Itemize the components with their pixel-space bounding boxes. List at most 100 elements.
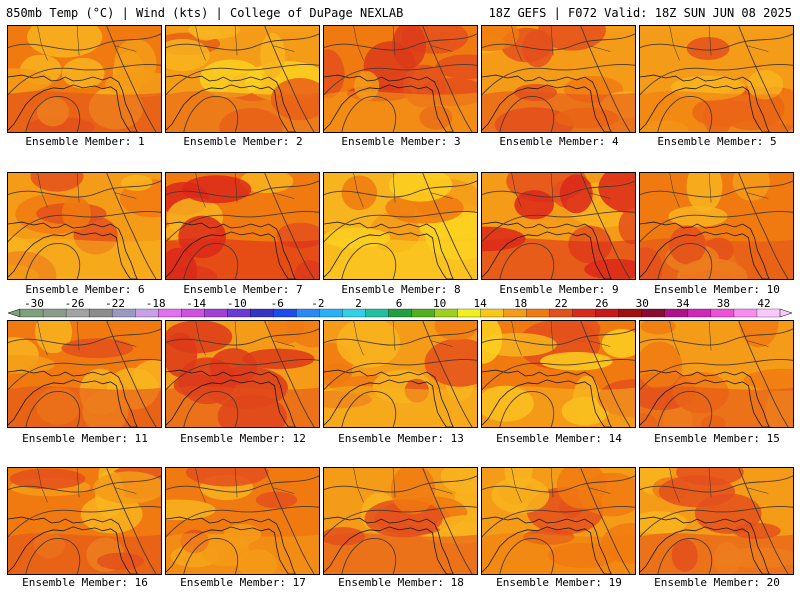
colorbar-swatch [526,308,551,318]
coastline [166,74,296,132]
ensemble-member-label: Ensemble Member: 10 [654,283,780,296]
colorbar-swatch [756,308,781,318]
colorbar-swatch [181,308,205,318]
height-contour [341,96,397,132]
colorbar-tick-label: -26 [65,297,85,310]
ensemble-member-label: Ensemble Member: 16 [22,576,148,589]
temperature-field [640,26,793,132]
temperature-field [324,173,477,279]
coastline [640,369,770,427]
height-contour [580,173,631,279]
coastline [324,516,454,574]
height-contour [264,26,315,132]
ensemble-member-label: Ensemble Member: 3 [341,135,461,148]
height-contour [499,243,555,279]
height-contour [341,391,397,427]
temperature-field [166,321,319,427]
model-run-info: 18Z GEFS | F072 Valid: 18Z SUN JUN 08 20… [488,6,792,20]
height-contour [25,391,81,427]
height-contour [166,33,319,51]
height-contour [482,180,635,198]
colorbar-swatch [710,308,735,318]
map-title: 850mb Temp (°C) | Wind (kts) | College o… [6,6,404,20]
colorbar-tick-label: 14 [473,297,487,310]
colorbar-tick-label: 26 [595,297,608,310]
temperature-field [166,26,319,132]
ensemble-member-map-15 [639,320,794,428]
coastline [8,516,138,574]
height-contour [324,33,477,51]
height-contour [183,538,239,574]
height-contour [482,475,635,493]
height-contour [166,64,319,96]
temperature-field [166,468,319,574]
colorbar-swatch [204,308,228,318]
height-contour [8,64,161,96]
height-contour [166,328,319,346]
ensemble-member-label: Ensemble Member: 4 [499,135,619,148]
temperature-field [324,26,477,132]
height-contour [8,180,161,198]
colorbar-swatch [134,308,159,318]
temperature-field [640,321,793,427]
height-contour [106,26,157,132]
height-contour [640,64,793,96]
height-contour [8,506,161,538]
temperature-field [324,468,477,574]
height-contour [640,506,793,538]
height-contour [738,468,789,574]
height-contour [106,173,157,279]
colorbar-tick-label: -22 [105,297,125,310]
ensemble-member-map-11 [7,320,162,428]
ensemble-member-map-5 [639,25,794,133]
height-contour [640,33,793,51]
ensemble-member-label: Ensemble Member: 5 [657,135,777,148]
colorbar-swatch [158,308,182,318]
height-contour [324,211,477,243]
height-contour [482,64,635,96]
ensemble-member-label: Ensemble Member: 12 [180,432,306,445]
height-contour [106,468,157,574]
height-contour [264,468,315,574]
ensemble-member-label: Ensemble Member: 2 [183,135,303,148]
height-contour [482,328,635,346]
temperature-field [482,468,635,574]
colorbar-swatch [273,308,297,318]
height-contour [499,96,555,132]
height-contour [640,328,793,346]
temperature-field [8,173,161,279]
height-contour [166,359,319,391]
height-contour [324,359,477,391]
height-contour [422,321,473,427]
colorbar-swatch [572,308,597,318]
ensemble-member-label: Ensemble Member: 17 [180,576,306,589]
colorbar-swatch [296,308,320,318]
colorbar-swatch [687,308,712,318]
colorbar-tick-label: 30 [636,297,649,310]
temperature-field [482,321,635,427]
height-contour [499,391,555,427]
height-contour [8,328,161,346]
height-contour [640,359,793,391]
colorbar-tick-label: 2 [355,297,362,310]
height-contour [657,243,713,279]
temperature-colorbar: -30 -26 -22 -18 -14 -10 -6 -2 2 6 10 14 18 22 26 30 34 38… [0,297,800,319]
height-contour [657,391,713,427]
temperature-field [8,468,161,574]
colorbar-swatch [88,308,113,318]
height-contour [580,468,631,574]
ensemble-member-map-17 [165,467,320,575]
colorbar-swatch [595,308,620,318]
height-contour [422,26,473,132]
height-contour [657,96,713,132]
ensemble-member-map-10 [639,172,794,280]
colorbar-tick-label: -30 [24,297,44,310]
ensemble-member-map-12 [165,320,320,428]
temperature-field [640,468,793,574]
coastline [8,369,138,427]
ensemble-member-label: Ensemble Member: 14 [496,432,622,445]
ensemble-member-map-9 [481,172,636,280]
ensemble-member-label: Ensemble Member: 1 [25,135,145,148]
colorbar-swatch [365,308,389,318]
ensemble-member-map-8 [323,172,478,280]
